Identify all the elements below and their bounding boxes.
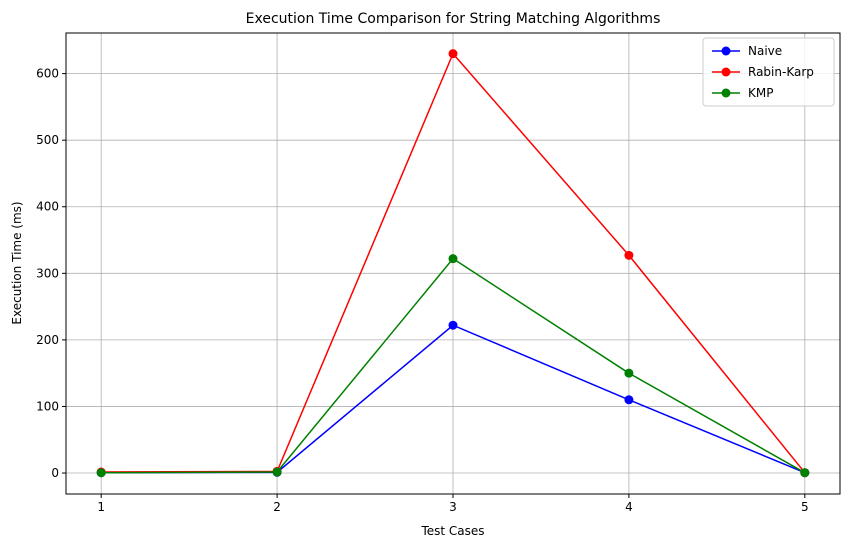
y-tick-label: 600 (36, 67, 59, 81)
x-tick-label: 3 (449, 500, 457, 514)
legend-swatch-marker (721, 67, 731, 77)
legend-box (702, 37, 835, 107)
data-point-kmp (624, 368, 634, 378)
y-axis: 0 100 200 300 400 500 600 (36, 67, 66, 480)
data-point-kmp (448, 254, 458, 264)
legend-label: KMP (748, 86, 773, 100)
chart-title: Execution Time Comparison for String Mat… (246, 11, 661, 27)
data-point-naive (624, 395, 634, 405)
legend-swatch-marker (721, 46, 731, 56)
legend-swatch-marker (721, 88, 731, 98)
data-point-kmp (800, 468, 810, 478)
y-tick-label: 500 (36, 133, 59, 147)
x-axis-label: Test Cases (420, 524, 484, 538)
data-point-naive (448, 320, 458, 330)
data-point-kmp (272, 467, 282, 477)
y-tick-label: 200 (36, 333, 59, 347)
y-tick-label: 300 (36, 266, 59, 280)
data-point-kmp (96, 468, 106, 478)
x-tick-label: 5 (801, 500, 809, 514)
y-tick-label: 400 (36, 200, 59, 214)
data-point-rabin-karp (448, 49, 458, 59)
legend-label: Naive (748, 44, 782, 58)
series-kmp (96, 254, 810, 478)
x-tick-label: 1 (97, 500, 105, 514)
y-tick-label: 0 (51, 466, 59, 480)
y-axis-label: Execution Time (ms) (10, 201, 24, 324)
legend-item-rabin-karp: Rabin-Karp (712, 65, 814, 79)
x-tick-label: 2 (273, 500, 281, 514)
y-tick-label: 100 (36, 399, 59, 413)
legend-item-naive: Naive (712, 44, 782, 58)
legend-item-kmp: KMP (712, 86, 773, 100)
x-tick-label: 4 (625, 500, 633, 514)
x-axis: 1 2 3 4 5 (97, 494, 809, 514)
legend: Naive Rabin-Karp KMP (702, 37, 835, 107)
series-group (96, 49, 810, 478)
data-point-rabin-karp (624, 250, 634, 260)
legend-label: Rabin-Karp (748, 65, 814, 79)
